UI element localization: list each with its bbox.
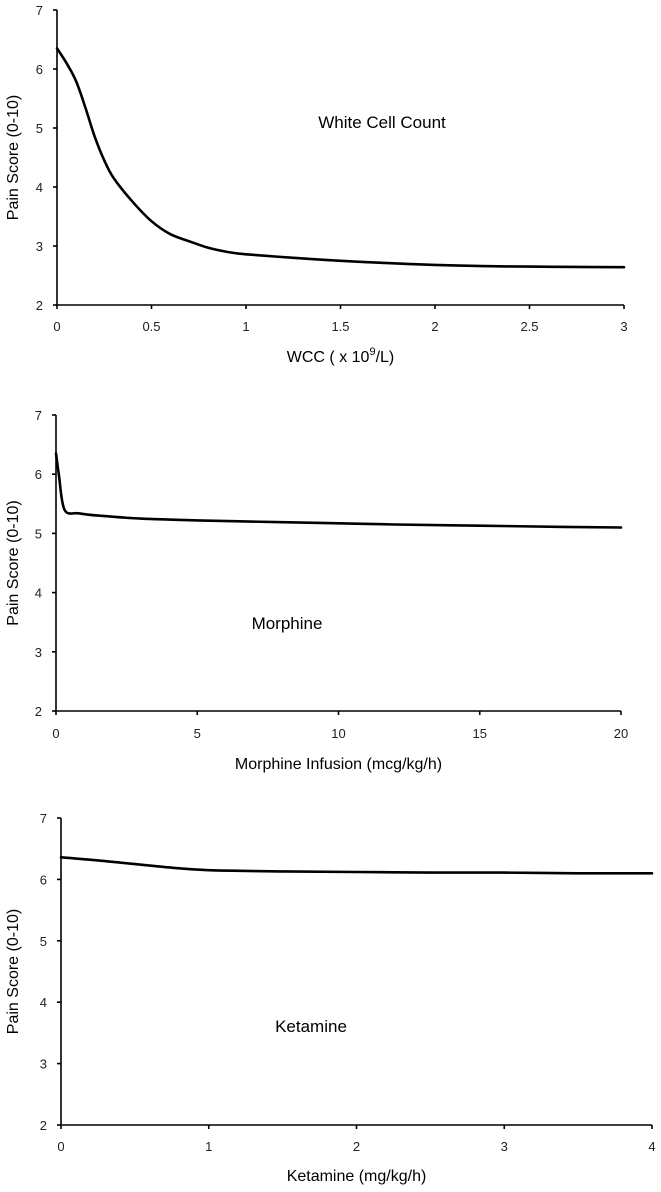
x-axis-label: Morphine Infusion (mcg/kg/h) xyxy=(235,756,442,773)
series-annotation: Morphine xyxy=(252,614,323,633)
y-axis-label: Pain Score (0-10) xyxy=(5,95,22,220)
x-tick-label: 5 xyxy=(194,726,201,741)
series-line xyxy=(54,452,623,529)
y-tick-label: 6 xyxy=(36,62,43,77)
y-tick-label: 6 xyxy=(40,872,47,887)
series-annotation: Ketamine xyxy=(275,1017,347,1036)
y-tick-label: 4 xyxy=(36,180,43,195)
y-tick-label: 3 xyxy=(40,1057,47,1072)
chart-morphine: 2 3 4 5 6 7 0 5 10 15 20 Morphine Infusion (mcg/kg/… xyxy=(5,408,628,773)
x-tick-label: 1 xyxy=(242,319,249,334)
x-tick-label: 3 xyxy=(620,319,627,334)
series-line xyxy=(59,856,654,875)
y-axis-label: Pain Score (0-10) xyxy=(5,909,22,1034)
x-tick-label: 1.5 xyxy=(331,319,349,334)
y-tick-label: 5 xyxy=(36,121,43,136)
x-tick-label: 20 xyxy=(614,726,628,741)
y-tick-label: 2 xyxy=(40,1118,47,1133)
x-axis-label: WCC ( x 109/L) xyxy=(287,346,394,366)
y-tick-label: 7 xyxy=(35,408,42,423)
y-tick-label: 5 xyxy=(40,934,47,949)
x-tick-label: 2.5 xyxy=(520,319,538,334)
y-tick-label: 6 xyxy=(35,467,42,482)
x-tick-label: 0 xyxy=(52,726,59,741)
x-tick-label: 0.5 xyxy=(142,319,160,334)
x-tick-label: 2 xyxy=(431,319,438,334)
chart-ketamine: 2 3 4 5 6 7 0 1 2 3 4 Ketamine (mg/kg/h) Pain Score … xyxy=(5,811,656,1185)
x-tick-label: 0 xyxy=(53,319,60,334)
y-tick-label: 4 xyxy=(40,995,47,1010)
x-tick-label: 0 xyxy=(57,1139,64,1154)
x-tick-label: 1 xyxy=(205,1139,212,1154)
y-tick-label: 7 xyxy=(40,811,47,826)
series-line xyxy=(55,47,626,269)
y-tick-label: 5 xyxy=(35,526,42,541)
y-tick-label: 3 xyxy=(36,239,43,254)
x-tick-label: 15 xyxy=(473,726,487,741)
x-tick-label: 3 xyxy=(501,1139,508,1154)
y-tick-label: 2 xyxy=(36,298,43,313)
x-tick-label: 4 xyxy=(648,1139,655,1154)
y-tick-label: 7 xyxy=(36,3,43,18)
y-tick-label: 3 xyxy=(35,645,42,660)
y-tick-label: 2 xyxy=(35,704,42,719)
y-axis-label: Pain Score (0-10) xyxy=(5,500,22,625)
chart-white-cell-count: 2 3 4 5 6 7 0 0.5 1 1.5 2 2.5 3 WCC ( x 109/L) Pain Sc… xyxy=(5,3,628,366)
x-tick-label: 10 xyxy=(331,726,345,741)
x-tick-label: 2 xyxy=(353,1139,360,1154)
y-tick-label: 4 xyxy=(35,586,42,601)
x-axis-label: Ketamine (mg/kg/h) xyxy=(287,1168,427,1185)
series-annotation: White Cell Count xyxy=(318,113,446,132)
